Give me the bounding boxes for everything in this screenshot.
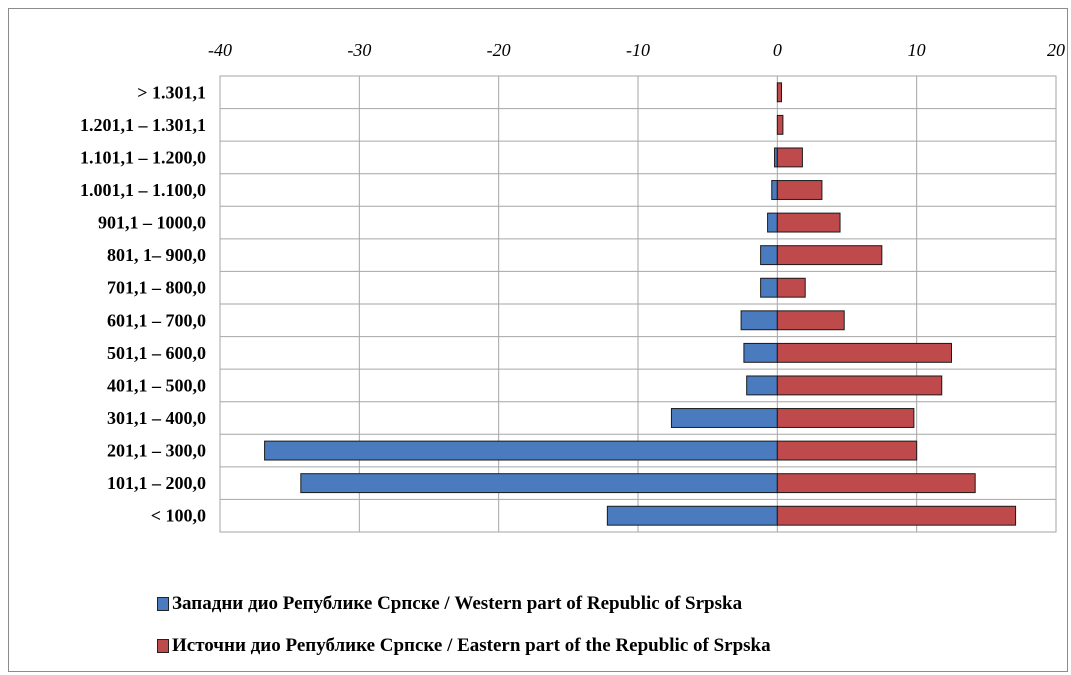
y-tick-label: > 1.301,1: [137, 82, 206, 102]
bar-eastern-2: [776, 147, 803, 168]
bar-eastern-6: [776, 277, 806, 298]
bar-western-9: [746, 375, 778, 396]
bar-eastern-12: [776, 473, 976, 494]
y-tick-label: 1.001,1 – 1.100,0: [80, 180, 206, 200]
bar-western-5: [760, 245, 778, 266]
x-axis-ticks: -40 -30 -20 -10 0 10 20: [208, 40, 1065, 60]
y-tick-label: 101,1 – 200,0: [107, 473, 206, 493]
bar-western-7: [740, 310, 778, 331]
bar-eastern-4: [776, 212, 841, 233]
y-tick-label: 801, 1– 900,0: [107, 245, 206, 265]
bar-western-10: [670, 408, 778, 428]
bar-western-3: [771, 180, 778, 200]
bar-western-12: [300, 473, 778, 494]
bars: [264, 82, 1017, 526]
x-tick-label: -30: [347, 40, 371, 60]
legend-entry-eastern: Источни дио Републике Српске / Eastern p…: [157, 635, 771, 657]
y-tick-label: 501,1 – 600,0: [107, 343, 206, 363]
bar-eastern-5: [776, 245, 883, 266]
bar-eastern-8: [776, 342, 952, 363]
bar-western-8: [743, 342, 778, 363]
legend-label-eastern: Источни дио Републике Српске / Eastern p…: [172, 635, 771, 656]
x-tick-label: 0: [773, 40, 782, 60]
bar-chart: -40 -30 -20 -10 0 10 20 > 1.301,1 1.201,1 – 1.3…: [80, 40, 1065, 533]
grid: [219, 75, 1057, 533]
y-tick-label: < 100,0: [151, 506, 206, 526]
bar-western-6: [760, 277, 778, 298]
legend-label-western: Западни дио Републике Српске / Western p…: [172, 593, 743, 614]
bar-western-4: [767, 212, 778, 233]
y-tick-label: 901,1 – 1000,0: [98, 213, 206, 233]
x-tick-label: 20: [1047, 40, 1065, 60]
bar-eastern-10: [776, 408, 915, 428]
y-tick-label: 301,1 – 400,0: [107, 408, 206, 428]
bar-western-11: [264, 440, 778, 461]
bar-eastern-13: [776, 505, 1017, 526]
y-tick-label: 601,1 – 700,0: [107, 310, 206, 330]
y-tick-label: 1.201,1 – 1.301,1: [80, 115, 206, 135]
legend-swatch-western: [157, 597, 169, 611]
x-tick-label: -10: [626, 40, 650, 60]
y-axis-ticks: > 1.301,1 1.201,1 – 1.301,1 1.101,1 – 1.20…: [80, 82, 206, 525]
x-tick-label: -20: [487, 40, 511, 60]
bar-eastern-7: [776, 310, 845, 331]
x-tick-label: 10: [908, 40, 926, 60]
bar-eastern-1: [776, 114, 784, 135]
bar-western-13: [606, 505, 778, 526]
bar-eastern-11: [776, 440, 918, 461]
x-tick-label: -40: [208, 40, 232, 60]
legend-entry-western: Западни дио Републике Српске / Western p…: [157, 593, 742, 615]
y-tick-label: 701,1 – 800,0: [107, 278, 206, 298]
bar-eastern-3: [776, 180, 823, 200]
bar-eastern-9: [776, 375, 943, 396]
legend-swatch-eastern: [157, 639, 169, 653]
chart-frame: -40 -30 -20 -10 0 10 20 > 1.301,1 1.201,1 – 1.3…: [8, 8, 1068, 672]
y-tick-label: 201,1 – 300,0: [107, 441, 206, 461]
bar-eastern-0: [776, 82, 783, 103]
y-tick-label: 1.101,1 – 1.200,0: [80, 147, 206, 167]
y-tick-label: 401,1 – 500,0: [107, 375, 206, 395]
